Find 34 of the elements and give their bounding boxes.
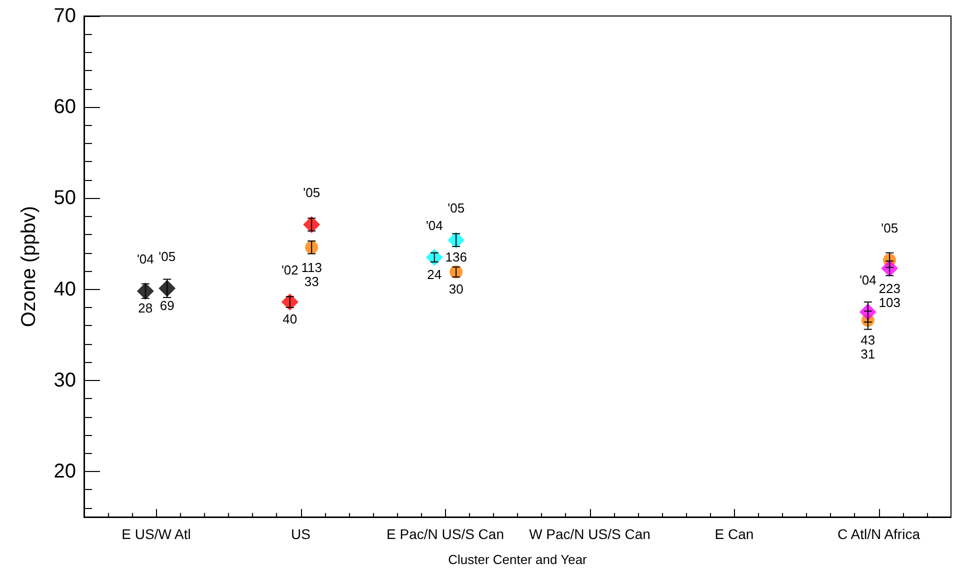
annotation: 24 <box>427 266 442 282</box>
annotation: '05 <box>303 185 320 200</box>
x-tick-label: E Pac/N US/S Can <box>386 526 504 542</box>
annotation: 31 <box>860 346 876 362</box>
y-tick-label: 70 <box>54 5 76 27</box>
annotation: 113 <box>301 260 322 275</box>
annotation: '05 <box>881 220 898 236</box>
x-tick-label: E US/W Atl <box>122 526 191 542</box>
x-tick-label: C Atl/N Africa <box>838 526 920 542</box>
y-axis-title: Ozone (ppbv) <box>18 206 40 328</box>
annotation: 223 <box>878 280 900 296</box>
annotation: 30 <box>448 281 464 296</box>
y-tick-label: 40 <box>54 278 76 300</box>
annotation: '05 <box>448 200 465 216</box>
annotation: 43 <box>860 332 876 348</box>
x-tick-label: W Pac/N US/S Can <box>529 526 650 542</box>
annotation: '05 <box>158 248 176 264</box>
annotation: 33 <box>304 274 319 289</box>
annotation: 40 <box>282 312 298 327</box>
annotation: 136 <box>445 250 467 265</box>
annotation: 69 <box>160 298 174 313</box>
annotation: '04 <box>859 272 876 288</box>
annotation: '04 <box>426 218 443 233</box>
y-tick-label: 30 <box>54 369 76 392</box>
y-tick-label: 60 <box>54 96 76 118</box>
annotation: '02 <box>281 262 298 278</box>
y-tick-label: 50 <box>54 187 76 210</box>
annotation: 28 <box>138 300 153 316</box>
annotation: 103 <box>878 294 900 310</box>
x-axis-title: Cluster Center and Year <box>448 552 588 567</box>
x-tick-label: E Can <box>714 526 754 542</box>
annotation: '04 <box>136 252 154 267</box>
x-tick-label: US <box>291 526 310 542</box>
y-tick-label: 20 <box>54 460 76 482</box>
